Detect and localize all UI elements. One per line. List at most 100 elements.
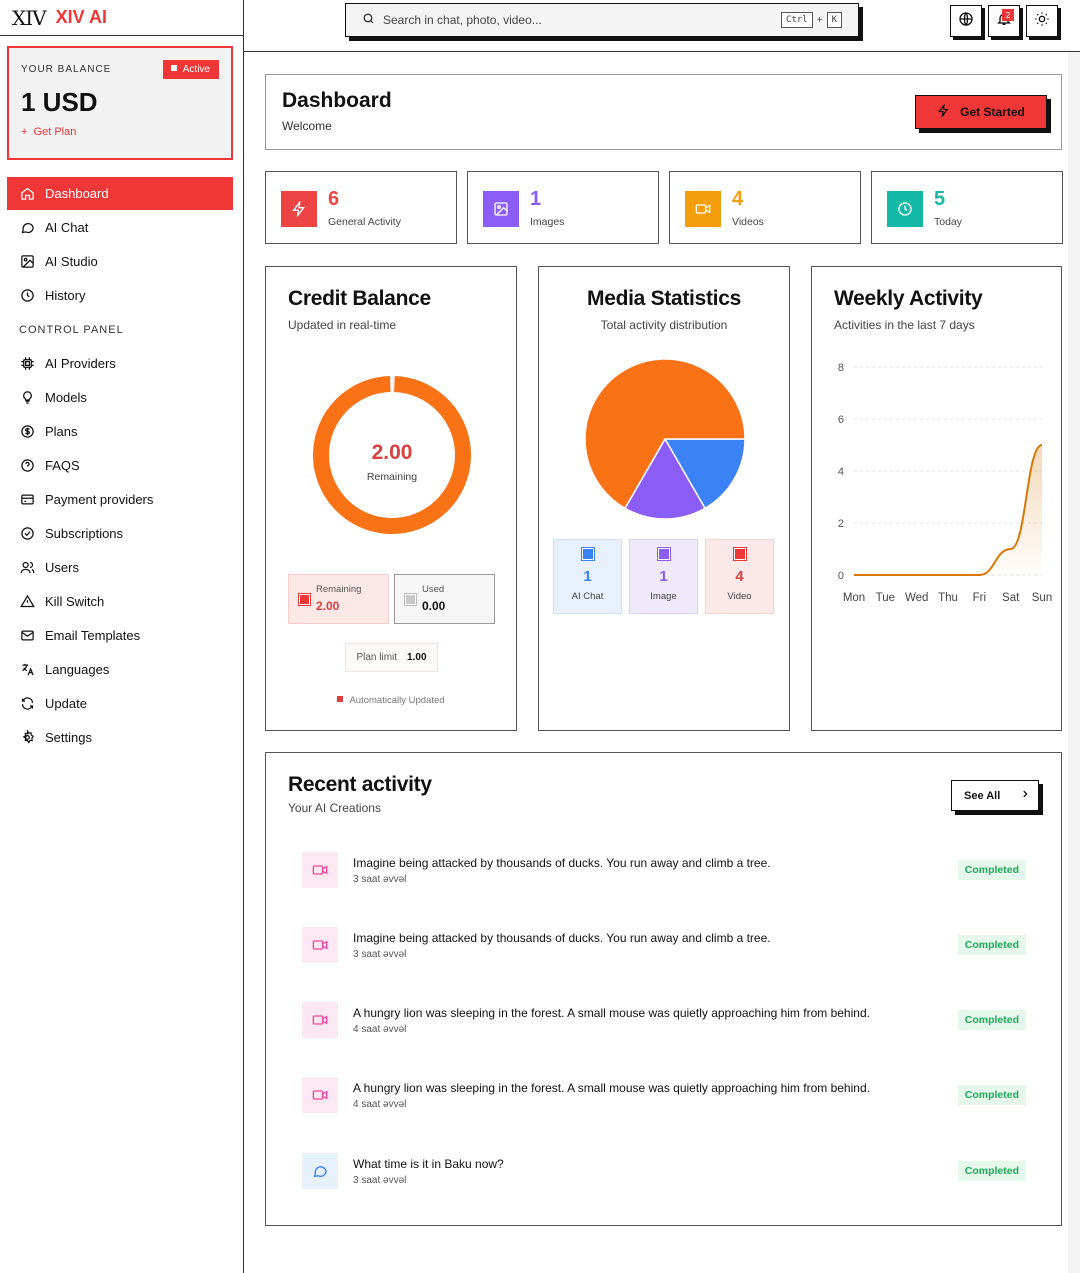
card-icon [19,491,35,507]
legend-label: Used [422,584,445,595]
sidebar-item-faqs[interactable]: FAQS [7,448,233,482]
donut-remaining-arc [313,375,471,534]
video-icon [302,1002,338,1038]
sidebar-item-history[interactable]: History [7,278,233,312]
sidebar-item-label: Models [45,389,87,405]
sidebar-item-update[interactable]: Update [7,686,233,720]
sidebar-item-payment-providers[interactable]: Payment providers [7,482,233,516]
brand[interactable]: XIV XIV AI [0,0,243,36]
x-tick-label: Mon [843,592,865,604]
lightning-icon [281,191,317,227]
scrollbar[interactable] [1068,52,1080,1273]
sidebar-item-ai-studio[interactable]: AI Studio [7,244,233,278]
get-plan-link[interactable]: + Get Plan [21,126,77,138]
x-tick-label: Fri [973,592,986,604]
status-badge: Completed [957,1085,1026,1105]
activity-title: A hungry lion was sleeping in the forest… [353,1006,870,1020]
clock-icon [887,191,923,227]
home-icon [19,186,35,202]
stat-value: 4 [732,188,744,210]
sidebar-item-subscriptions[interactable]: Subscriptions [7,516,233,550]
settings-icon [19,729,35,745]
stat-label: Today [934,216,963,228]
notifications-button[interactable]: 2 [988,5,1020,37]
chat-icon [19,219,35,235]
sidebar-item-label: Plans [45,423,78,439]
sidebar-item-plans[interactable]: Plans [7,414,233,448]
list-item[interactable]: Imagine being attacked by thousands of d… [302,852,1026,890]
donut-center-value: 2.00 [372,441,413,464]
legend-swatch [580,547,595,561]
sidebar-item-users[interactable]: Users [7,550,233,584]
image-icon [483,191,519,227]
sidebar-item-ai-providers[interactable]: AI Providers [7,346,233,380]
x-tick-label: Sat [1002,592,1020,604]
x-tick-label: Tue [876,592,895,604]
sidebar-item-languages[interactable]: Languages [7,652,233,686]
credit-balance-card: Credit Balance Updated in real-time 2.00… [265,266,517,731]
list-item[interactable]: A hungry lion was sleeping in the forest… [302,1077,1026,1115]
auto-update-note: Automatically Updated [266,695,516,706]
donut-center-label: Remaining [367,471,417,483]
sidebar-item-label: Update [45,695,87,711]
legend-label: Image [650,591,677,602]
stat-label: Images [530,216,565,228]
media-legend-image: 1 Image [629,539,698,614]
legend-swatch [656,547,671,561]
x-tick-label: Sun [1032,592,1052,604]
weekly-activity-chart: 0 2 4 6 8 Mon Tue Wed Thu Fri Sat Sun [838,362,1052,604]
series-area [854,445,1042,575]
remaining-legend: Remaining 2.00 [288,574,389,624]
notification-count: 2 [1002,9,1014,21]
legend-value: 0.00 [422,599,446,613]
sidebar-item-label: FAQS [45,457,80,473]
sidebar-item-ai-chat[interactable]: AI Chat [7,210,233,244]
video-icon [685,191,721,227]
bulb-icon [19,389,35,405]
plan-limit-label: Plan limit [356,652,398,663]
pie-slice-image [623,437,707,520]
clock-icon [19,287,35,303]
lightning-icon [937,102,950,120]
check-circle-icon [19,525,35,541]
dashboard-header: Dashboard Welcome Get Started [265,74,1062,150]
sidebar-item-label: Dashboard [45,186,109,201]
x-tick-label: Thu [938,592,958,604]
sidebar-item-models[interactable]: Models [7,380,233,414]
globe-icon [958,11,974,32]
plan-limit-value: 1.00 [407,652,427,663]
sidebar-item-email-templates[interactable]: Email Templates [7,618,233,652]
dollar-icon [19,423,35,439]
search-input[interactable]: Search in chat, photo, video... Ctrl + K [345,3,859,37]
status-badge: Completed [957,1010,1026,1030]
recent-subtitle: Your AI Creations [288,801,381,815]
get-started-button[interactable]: Get Started [915,95,1047,129]
language-button[interactable] [950,5,982,37]
chevron-right-icon [1020,789,1030,802]
legend-label: Video [727,591,752,602]
list-item[interactable]: What time is it in Baku now? 3 saat əvvə… [302,1153,1026,1191]
brand-logo: XIV [12,5,47,30]
sidebar-item-settings[interactable]: Settings [7,720,233,754]
list-item[interactable]: A hungry lion was sleeping in the forest… [302,1002,1026,1040]
sidebar-item-dashboard[interactable]: Dashboard [7,177,233,210]
media-statistics-card: Media Statistics Total activity distribu… [538,266,790,731]
pie-slice-video [584,358,746,510]
activity-title: Imagine being attacked by thousands of d… [353,856,771,870]
list-item[interactable]: Imagine being attacked by thousands of d… [302,927,1026,965]
stat-value: 5 [934,188,946,210]
chip-icon [19,355,35,371]
sidebar-item-kill-switch[interactable]: Kill Switch [7,584,233,618]
see-all-button[interactable]: See All [951,780,1039,811]
panel-title: Media Statistics [587,287,741,310]
status-badge: Completed [957,860,1026,880]
legend-label: AI Chat [571,591,604,602]
activity-title: What time is it in Baku now? [353,1157,504,1171]
stat-card-videos: 4 Videos [669,171,861,244]
activity-time: 3 saat əvvəl [353,1175,407,1186]
sidebar-item-label: Email Templates [45,627,141,643]
topbar: Search in chat, photo, video... Ctrl + K… [244,0,1080,52]
sidebar-item-label: Settings [45,729,92,745]
search-shortcut: Ctrl + K [781,12,842,28]
theme-toggle-button[interactable] [1026,5,1058,37]
